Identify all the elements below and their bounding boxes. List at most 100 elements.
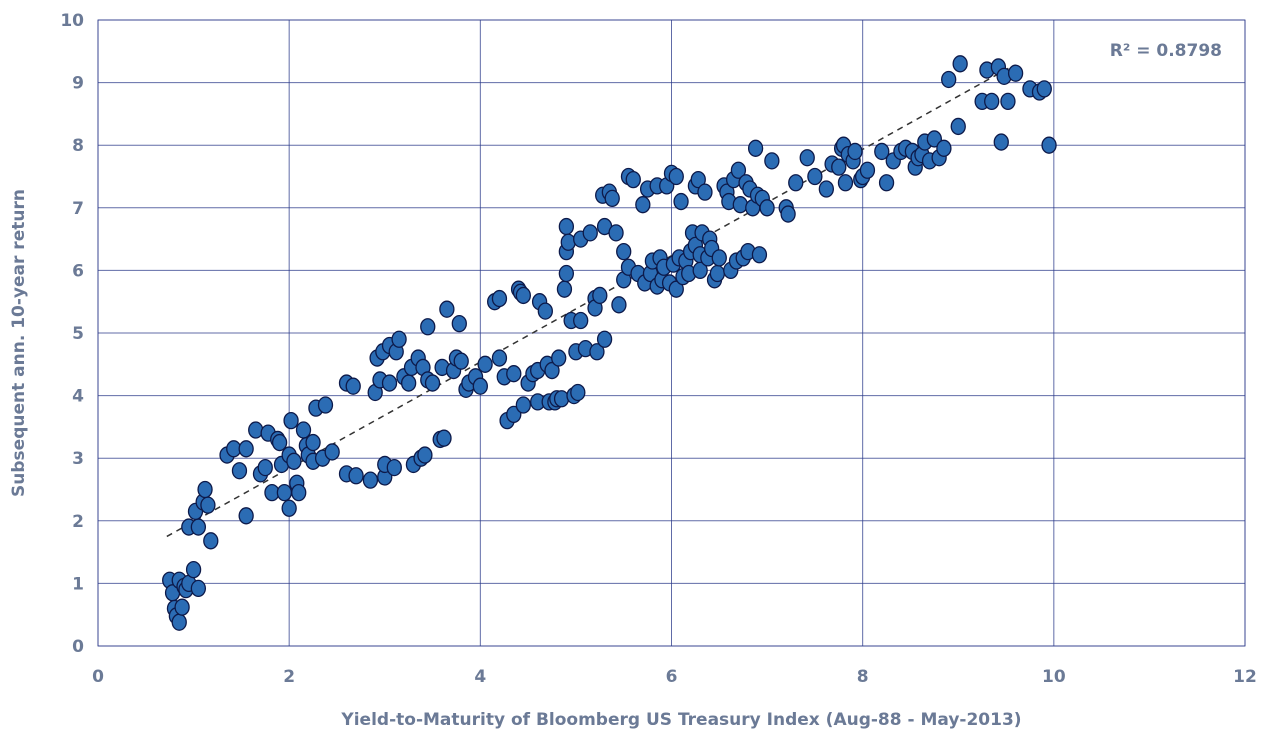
data-point [453,352,469,370]
data-point [788,174,804,192]
data-point [317,396,334,414]
data-point [668,167,684,186]
x-axis-title: Yield-to-Maturity of Bloomberg US Treasu… [340,710,1021,730]
data-point [424,374,441,392]
data-point [611,296,627,314]
data-point [831,158,847,176]
data-point [439,300,455,318]
data-point [171,613,187,631]
y-tick-label: 6 [72,261,84,281]
data-point [616,242,632,261]
data-point [941,70,957,89]
data-point [596,330,613,348]
data-point [391,330,407,348]
data-point [730,161,747,179]
data-point [400,374,417,392]
data-point [759,199,775,217]
data-point [451,314,467,333]
data-point [238,507,254,525]
data-point [417,446,433,464]
data-point [515,286,531,305]
data-point [305,433,321,452]
data-point [248,421,264,439]
y-tick-label: 10 [60,11,84,31]
x-tick-label: 8 [857,667,869,687]
data-point [926,130,943,148]
data-point [472,377,488,395]
data-point [271,433,288,452]
data-point [751,246,768,264]
y-tick-label: 2 [72,512,84,532]
data-point [874,142,890,161]
data-point [491,289,508,308]
data-points [162,55,1057,631]
data-point [291,483,307,502]
data-point [283,411,299,430]
data-point [286,452,302,470]
data-point [551,349,567,367]
data-point [993,133,1009,151]
data-point [560,233,576,251]
data-point [1041,136,1057,154]
data-point [952,55,968,73]
data-point [668,280,684,298]
data-point [747,139,764,157]
data-point [936,139,952,157]
data-point [190,579,207,598]
data-point [556,280,573,298]
data-point [573,311,589,330]
data-point [635,196,651,214]
x-tick-label: 12 [1233,667,1257,687]
y-tick-label: 7 [72,199,84,219]
data-point [807,167,823,186]
data-point [348,467,364,485]
data-point [589,343,605,361]
data-point [570,383,586,402]
y-tick-label: 0 [72,637,84,657]
trendline [166,66,1012,538]
data-point [697,183,713,201]
x-tick-label: 2 [283,667,295,687]
data-point [324,443,340,461]
data-point [764,152,780,170]
data-point [690,170,706,189]
data-point [190,518,207,536]
x-tick-label: 0 [92,667,104,687]
data-point [732,196,748,214]
data-point [878,174,895,192]
data-point [203,532,219,550]
data-point [295,421,312,439]
y-tick-label: 5 [72,324,84,344]
data-point [381,374,398,392]
data-point [818,180,834,198]
data-point [200,496,216,514]
data-point [197,480,213,499]
data-point [673,192,689,211]
data-point [231,462,248,480]
y-tick-label: 9 [72,74,84,94]
data-point [553,390,570,408]
data-point [847,142,863,161]
data-point [515,396,531,414]
data-point [780,205,796,223]
data-point [859,161,876,179]
data-point [582,224,598,242]
data-point [506,365,522,383]
data-point [276,483,293,502]
data-point [386,458,402,477]
data-point [477,355,493,373]
x-tick-label: 10 [1042,667,1066,687]
data-point [174,598,190,616]
plot-area [97,19,1246,647]
data-point [544,361,560,380]
y-tick-label: 3 [72,449,84,469]
r-squared-annotation: R² = 0.8798 [1110,41,1222,61]
data-point [950,117,966,136]
data-point [537,302,553,320]
data-point [625,170,641,189]
data-point [362,471,379,489]
data-point [711,249,727,267]
data-point [692,261,708,280]
data-point [592,286,608,305]
